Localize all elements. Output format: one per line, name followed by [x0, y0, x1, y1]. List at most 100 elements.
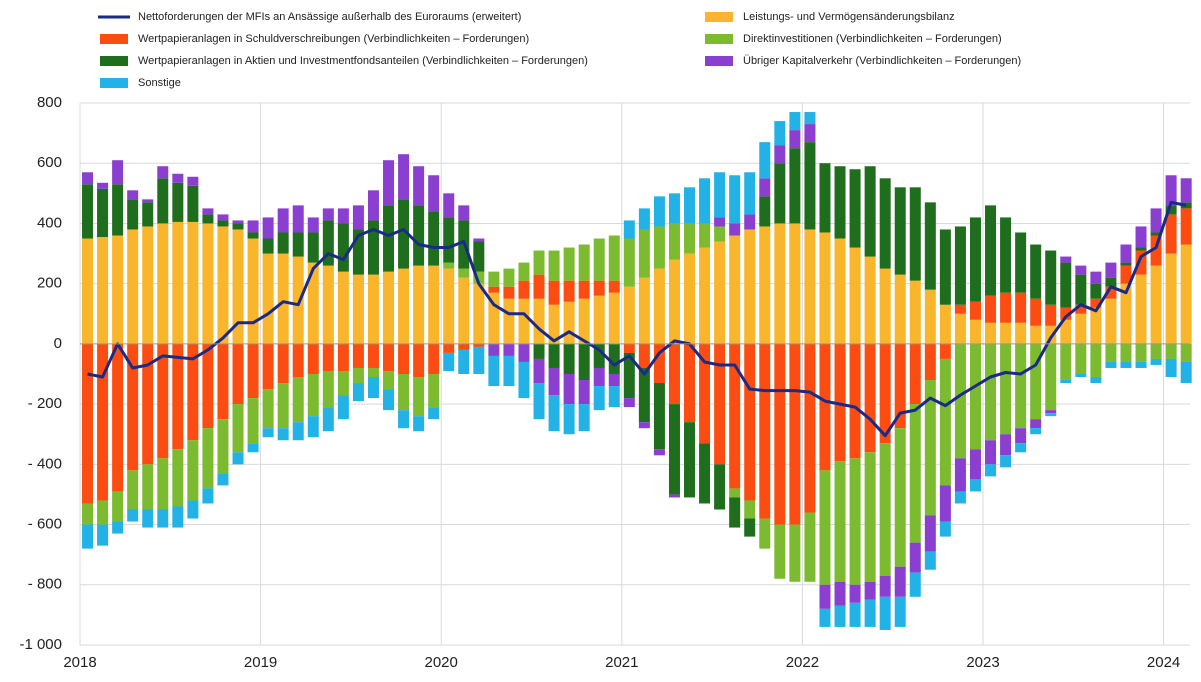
- bar-segment: [1090, 307, 1102, 344]
- bar-segment: [1000, 434, 1012, 456]
- bar-segment: [1105, 262, 1117, 278]
- legend-item: Nettoforderungen der MFIs an Ansässige a…: [98, 11, 521, 23]
- legend-label: Leistungs- und Vermögensänderungsbilanz: [743, 11, 955, 23]
- bar-segment: [653, 343, 665, 384]
- bar-segment: [157, 343, 169, 459]
- bar-segment: [1045, 343, 1057, 411]
- bar-segment: [473, 343, 485, 347]
- bar-segment: [443, 193, 455, 218]
- bar-segment: [97, 524, 109, 546]
- bar-segment: [307, 416, 319, 438]
- bar-segment: [774, 121, 786, 146]
- bar-segment: [322, 343, 334, 371]
- bar-segment: [1075, 265, 1087, 275]
- bar-segment: [939, 358, 951, 486]
- bar-segment: [187, 185, 199, 222]
- bar-segment: [247, 232, 259, 239]
- bar-segment: [1105, 343, 1117, 362]
- legend-label: Wertpapieranlagen in Aktien und Investme…: [138, 55, 588, 67]
- bar-segment: [864, 599, 876, 627]
- bar-segment: [533, 298, 545, 344]
- bar-segment: [548, 304, 560, 344]
- bar-segment: [1030, 325, 1042, 344]
- bar-segment: [277, 208, 289, 233]
- x-tick-label: 2018: [63, 654, 96, 671]
- bar-segment: [804, 142, 816, 230]
- bar-segment: [322, 220, 334, 266]
- bar-segment: [954, 343, 966, 459]
- bar-segment: [593, 386, 605, 411]
- bar-segment: [428, 175, 440, 212]
- bar-segment: [383, 205, 395, 272]
- bar-segment: [367, 190, 379, 221]
- y-tick-label: - 600: [28, 516, 62, 533]
- bar-segment: [277, 428, 289, 441]
- bar-segment: [1075, 304, 1087, 314]
- legend-label: Sonstige: [138, 77, 181, 89]
- bar-segment: [714, 226, 726, 242]
- bar-segment: [518, 298, 530, 344]
- bar-segment: [112, 160, 124, 185]
- bar-segment: [849, 247, 861, 344]
- bar-segment: [157, 166, 169, 179]
- bar-segment: [443, 268, 455, 344]
- bar-segment: [608, 374, 620, 387]
- bar-segment: [668, 343, 680, 405]
- bar-segment: [924, 551, 936, 570]
- bar-segment: [849, 343, 861, 459]
- bar-segment: [307, 262, 319, 344]
- bar-segment: [277, 232, 289, 254]
- bar-segment: [699, 443, 711, 504]
- bar-segment: [985, 343, 997, 441]
- bar-segment: [744, 500, 756, 519]
- bar-segment: [1105, 277, 1117, 287]
- bar-segment: [653, 268, 665, 344]
- bar-segment: [909, 542, 921, 573]
- bar-segment: [142, 509, 154, 528]
- bar-segment: [668, 223, 680, 260]
- bar-segment: [774, 343, 786, 525]
- line: [87, 200, 1187, 438]
- bar-segment: [909, 343, 921, 405]
- bar-segment: [322, 265, 334, 344]
- bar-segment: [488, 286, 500, 293]
- bar-segment: [443, 352, 455, 371]
- bar-segment: [488, 292, 500, 344]
- bar-segment: [292, 232, 304, 257]
- bar-segment: [684, 422, 696, 498]
- bar-segment: [864, 581, 876, 600]
- bar-segment: [292, 377, 304, 423]
- bar-segment: [969, 479, 981, 492]
- bar-segment: [172, 173, 184, 183]
- legend-swatch: [100, 34, 128, 44]
- bar-segment: [1000, 322, 1012, 344]
- bar-segment: [172, 221, 184, 344]
- bar-segment: [1165, 214, 1177, 254]
- bar-segment: [292, 205, 304, 233]
- bar-segment: [563, 280, 575, 302]
- bar-segment: [1015, 443, 1027, 453]
- bar-segment: [608, 292, 620, 344]
- bar-segment: [1030, 419, 1042, 429]
- bar-segment: [608, 235, 620, 281]
- bar-segment: [789, 130, 801, 149]
- bar-segment: [413, 205, 425, 266]
- bar-segment: [232, 229, 244, 344]
- bar-segment: [954, 313, 966, 344]
- bar-segment: [428, 343, 440, 374]
- x-tick-label: 2021: [605, 654, 638, 671]
- x-tick-label: 2023: [966, 654, 999, 671]
- bar-segment: [307, 232, 319, 263]
- bar-segment: [157, 458, 169, 510]
- bar-segment: [1000, 455, 1012, 468]
- bar-segment: [729, 497, 741, 528]
- bar-segment: [127, 470, 139, 510]
- bar-segment: [97, 188, 109, 237]
- bar-segment: [1120, 244, 1132, 263]
- bar-segment: [1060, 262, 1072, 308]
- bar-segment: [894, 596, 906, 627]
- bar-segment: [548, 343, 560, 368]
- legend-swatch: [705, 56, 733, 66]
- bar-segment: [774, 145, 786, 164]
- bar-segment: [593, 343, 605, 368]
